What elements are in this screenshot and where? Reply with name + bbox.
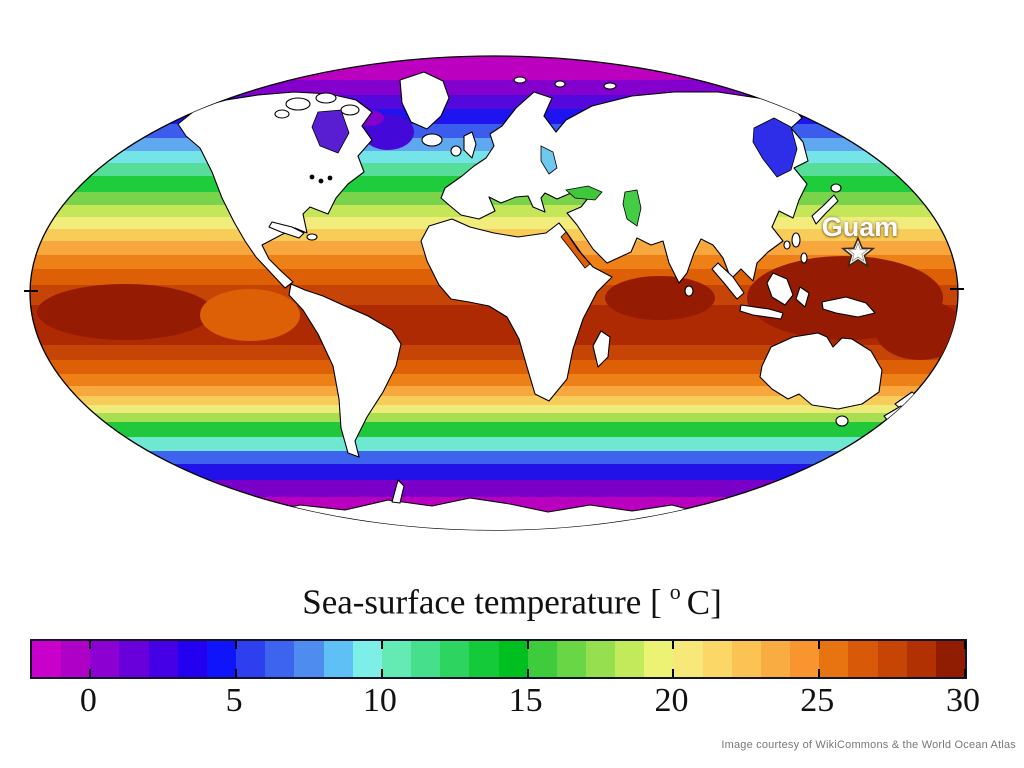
eurasia — [440, 91, 809, 284]
colorbar-segment — [265, 641, 295, 677]
colorbar-segment — [819, 641, 849, 677]
colorbar-segment — [206, 641, 237, 677]
chart-title-units: C] — [686, 582, 722, 622]
colorbar-tick-label: 15 — [508, 682, 543, 719]
chart-title: Sea-surface temperature [ o C] — [0, 579, 1024, 623]
equator-ticks — [24, 288, 964, 292]
colorbar-tick — [235, 669, 238, 677]
guam-star-icon — [840, 235, 876, 268]
colorbar-tick — [672, 669, 675, 677]
colorbar-segment — [90, 641, 120, 677]
colorbar-segment — [731, 641, 761, 677]
hispaniola — [306, 233, 318, 241]
colorbar-tick — [964, 669, 966, 677]
colorbar-tick-label: 20 — [654, 682, 689, 719]
great-lakes — [309, 174, 315, 180]
greenland — [399, 71, 450, 130]
colorbar-segment — [148, 641, 178, 677]
guam-label: Guam — [821, 212, 899, 242]
philippines — [791, 232, 801, 248]
colorbar-tick — [89, 641, 92, 649]
hokkaido — [830, 183, 842, 193]
colorbar-segment — [381, 641, 412, 677]
colorbar-tick-label: 10 — [362, 682, 397, 719]
colorbar-tick-label: 30 — [946, 682, 980, 719]
new-guinea — [821, 296, 876, 318]
ireland — [450, 145, 462, 157]
colorbar-tick — [380, 641, 383, 649]
sulawesi — [795, 286, 810, 308]
colorbar-segment — [935, 641, 965, 677]
sumatra — [711, 262, 745, 300]
colorbar-tick — [235, 641, 238, 649]
colorbar-segment — [440, 641, 470, 677]
colorbar-segment — [848, 641, 878, 677]
colorbar-tick-label: 25 — [800, 682, 835, 719]
borneo — [766, 272, 794, 306]
red-sea — [560, 231, 591, 269]
colorbar-tick — [526, 641, 529, 649]
sri-lanka — [684, 285, 694, 297]
colorbar-segment — [906, 641, 936, 677]
degree-symbol: o — [669, 579, 681, 604]
colorbar-segment — [527, 641, 557, 677]
colorbar-segment — [498, 641, 528, 677]
colorbar-segment — [61, 641, 91, 677]
hudson-bay — [311, 109, 350, 154]
tasmania — [835, 415, 849, 427]
colorbar-segment — [411, 641, 441, 677]
colorbar-tick — [672, 641, 675, 649]
chart-title-text: Sea-surface temperature [ — [302, 582, 662, 622]
colorbar-segment — [615, 641, 645, 677]
colorbar-tick-label: 0 — [79, 682, 97, 719]
antarctica — [129, 497, 831, 530]
colorbar-segment — [644, 641, 674, 677]
colorbar-segment — [294, 641, 324, 677]
colorbar-tick — [818, 669, 821, 677]
australia — [759, 332, 883, 410]
madagascar — [592, 330, 611, 368]
colorbar-segment — [352, 641, 382, 677]
colorbar-segment — [760, 641, 791, 677]
baltic-sea — [540, 145, 558, 175]
colorbar — [30, 639, 967, 679]
colorbar-tick-label: 5 — [225, 682, 243, 719]
ocean-warm-pools — [37, 110, 958, 360]
colorbar-segment — [177, 641, 207, 677]
south-america — [288, 283, 402, 458]
colorbar-tick — [526, 669, 529, 677]
cuba — [268, 221, 305, 239]
sea-of-okhotsk — [752, 117, 798, 178]
colorbar-segment — [877, 641, 907, 677]
black-sea — [565, 185, 603, 201]
colorbar-segment — [702, 641, 732, 677]
japan — [811, 194, 839, 225]
colorbar-tick — [380, 669, 383, 677]
colorbar-segment — [323, 641, 353, 677]
antarctic-peninsula — [391, 479, 405, 504]
colorbar-segment — [469, 641, 499, 677]
colorbar-segment — [673, 641, 703, 677]
inland-seas — [309, 109, 798, 269]
colorbar-tick — [818, 641, 821, 649]
colorbar-segment — [585, 641, 616, 677]
britain — [463, 131, 477, 159]
taiwan — [783, 240, 791, 250]
colorbar-segment — [119, 641, 149, 677]
colorbar-segment — [32, 641, 62, 677]
africa — [420, 218, 613, 402]
colorbar-axis: 0 5 10 15 20 25 30 — [30, 682, 980, 724]
attribution-text: Image courtesy of WikiCommons & the Worl… — [721, 739, 1016, 751]
colorbar-tick — [89, 669, 92, 677]
colorbar-tick — [964, 641, 966, 649]
colorbar-segment — [556, 641, 586, 677]
java — [739, 304, 784, 320]
colorbar-segment — [236, 641, 266, 677]
caspian-sea — [622, 189, 642, 227]
colorbar-segment — [790, 641, 820, 677]
iceland — [421, 133, 443, 147]
